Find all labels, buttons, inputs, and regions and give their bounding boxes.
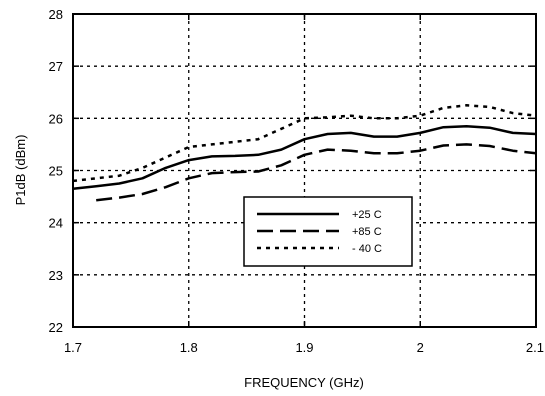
y-tick-label: 27 bbox=[49, 59, 63, 74]
x-axis-title: FREQUENCY (GHz) bbox=[244, 375, 364, 390]
y-tick-label: 23 bbox=[49, 268, 63, 283]
grid-lines bbox=[73, 14, 536, 327]
series-25c-line bbox=[72, 124, 537, 191]
y-tick-label: 28 bbox=[49, 7, 63, 22]
series-lines bbox=[72, 104, 537, 202]
x-tick-label: 2 bbox=[417, 340, 424, 355]
y-axis-title: P1dB (dBm) bbox=[13, 135, 28, 206]
legend-label-85c: +85 C bbox=[352, 226, 382, 238]
series-85c-line bbox=[96, 143, 537, 202]
y-tick-label: 24 bbox=[49, 216, 63, 231]
series-m40c-line bbox=[72, 104, 537, 183]
y-tick-labels: 22 23 24 25 26 27 28 bbox=[49, 7, 63, 335]
y-tick-label: 25 bbox=[49, 164, 63, 179]
y-tick-label: 22 bbox=[49, 320, 63, 335]
legend-label-m40c: - 40 C bbox=[352, 243, 382, 255]
x-tick-label: 1.9 bbox=[295, 340, 313, 355]
legend: +25 C +85 C - 40 C bbox=[243, 196, 413, 267]
x-tick-label: 1.8 bbox=[180, 340, 198, 355]
x-tick-label: 1.7 bbox=[64, 340, 82, 355]
x-tick-labels: 1.7 1.8 1.9 2 2.1 bbox=[64, 340, 544, 355]
y-tick-label: 26 bbox=[49, 111, 63, 126]
legend-label-25c: +25 C bbox=[352, 209, 382, 221]
tick-marks bbox=[72, 13, 537, 328]
x-tick-label: 2.1 bbox=[526, 340, 544, 355]
